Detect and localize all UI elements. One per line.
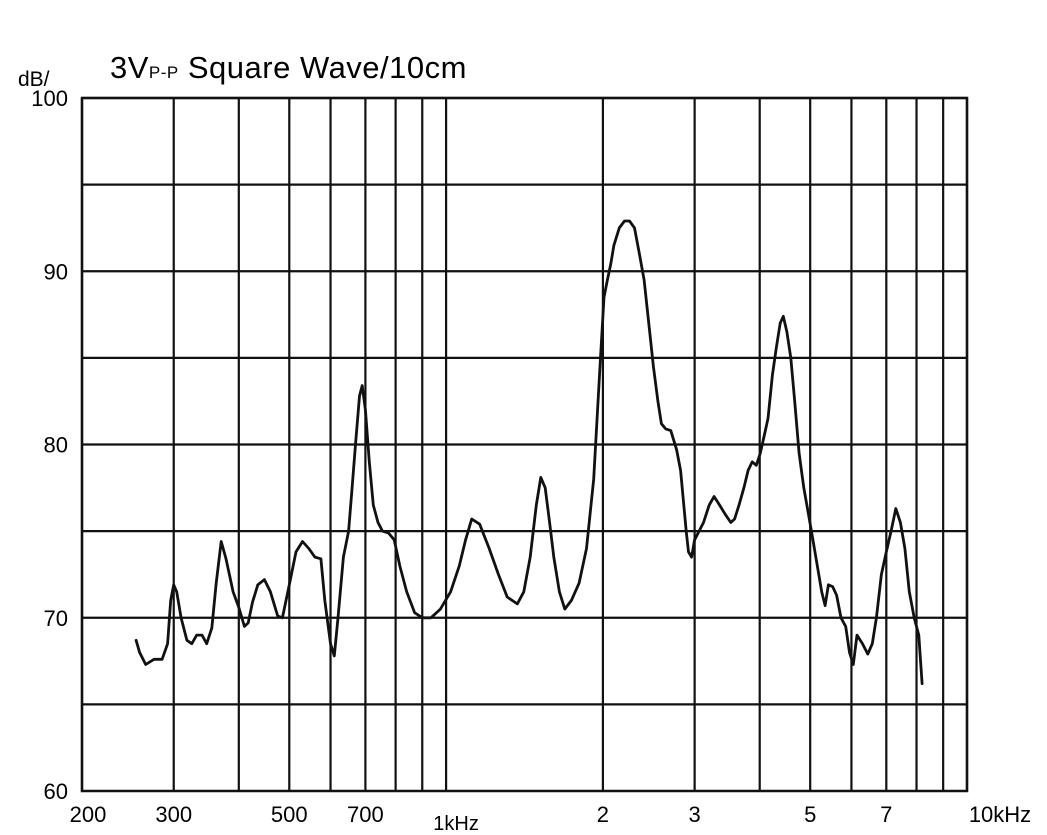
- y-axis-unit: dB/: [18, 68, 50, 91]
- y-tick-labels: 100 90 80 70 60: [31, 86, 68, 804]
- x-tick-label: 5: [804, 802, 816, 827]
- x-tick-label: 200: [70, 802, 107, 827]
- x-tick-label: 7: [880, 802, 892, 827]
- chart-title: 3VP-P Square Wave/10cm: [110, 50, 467, 85]
- x-tick-labels: 200 300 500 700 1kHz 2 3 5 7 10kHz: [70, 802, 1032, 835]
- chart-title-main: 3V: [110, 50, 149, 85]
- x-tick-label: 2: [597, 802, 609, 827]
- series-group: [134, 219, 924, 685]
- chart-title-sub: P-P: [149, 63, 179, 82]
- x-tick-label: 300: [155, 802, 192, 827]
- x-tick-label: 700: [347, 802, 384, 827]
- x-tick-label: 3: [689, 802, 701, 827]
- chart-title-rest: Square Wave/10cm: [179, 50, 467, 85]
- y-tick-label: 100: [31, 86, 68, 111]
- x-tick-label: 1kHz: [433, 813, 479, 835]
- y-tick-label: 90: [44, 259, 68, 284]
- y-tick-label: 70: [44, 606, 68, 631]
- x-tick-label: 500: [271, 802, 308, 827]
- y-tick-label: 80: [44, 433, 68, 458]
- y-tick-label: 60: [44, 779, 68, 804]
- x-tick-label: 10kHz: [969, 802, 1031, 827]
- grid: [80, 96, 969, 793]
- series-line: [134, 219, 924, 685]
